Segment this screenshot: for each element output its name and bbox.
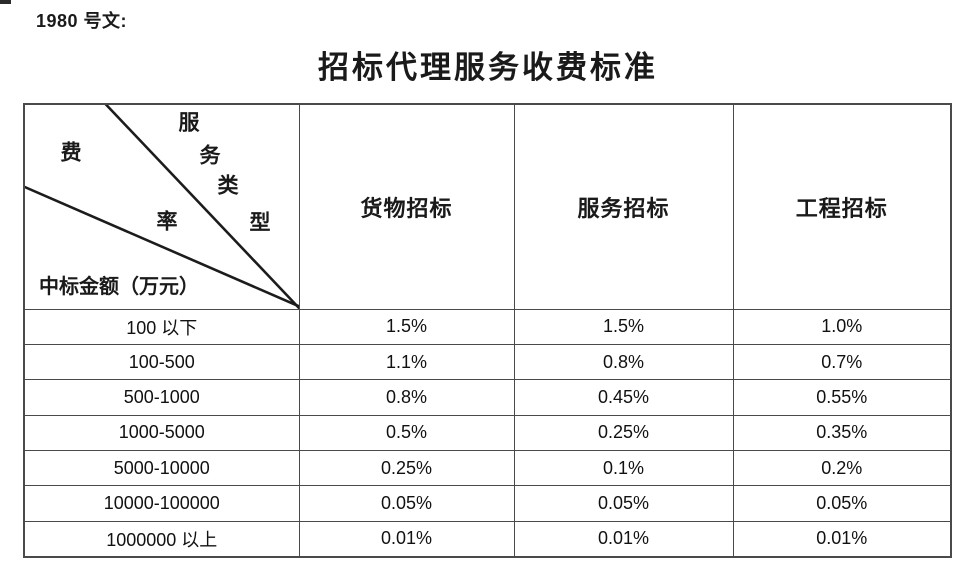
rate-cell: 1.5% — [298, 308, 515, 345]
row-axis-label: 中标金额（万元） — [39, 276, 199, 298]
table-row: 500-1000 0.8% 0.45% 0.55% — [23, 379, 952, 416]
corner-rate-char: 率 — [156, 209, 178, 234]
table-header-row: 费 率 服 务 类 型 中标金额（万元） 货物招标 服务招标 工程招标 — [23, 103, 952, 310]
rate-cell: 0.5% — [298, 414, 515, 452]
table-row: 5000-10000 0.25% 0.1% 0.2% — [23, 450, 952, 487]
amount-range-cell: 1000-5000 — [23, 414, 300, 452]
corner-fee-char: 费 — [60, 140, 82, 165]
amount-range-cell: 10000-100000 — [23, 485, 300, 522]
rate-cell: 0.25% — [298, 450, 515, 487]
table-row: 100-500 1.1% 0.8% 0.7% — [23, 343, 952, 381]
fee-table-body: 100 以下 1.5% 1.5% 1.0% 100-500 1.1% 0.8% 0.7% 500… — [23, 308, 952, 558]
rate-cell: 0.8% — [298, 379, 515, 416]
corner-service-type-char: 务 — [199, 143, 221, 168]
corner-service-type-char: 服 — [178, 110, 200, 135]
rate-cell: 0.05% — [298, 485, 515, 522]
rate-cell: 0.8% — [513, 343, 734, 381]
rate-cell: 0.2% — [732, 450, 952, 487]
rate-cell: 0.25% — [513, 414, 734, 452]
doc-reference: 1980 号文: — [36, 11, 128, 31]
corner-header-cell: 费 率 服 务 类 型 中标金额（万元） — [23, 103, 300, 310]
amount-range-cell: 500-1000 — [23, 379, 300, 416]
table-row: 100 以下 1.5% 1.5% 1.0% — [23, 308, 952, 345]
column-header-service: 服务招标 — [513, 103, 734, 310]
rate-cell: 1.0% — [732, 308, 952, 345]
rate-cell: 0.01% — [298, 520, 515, 558]
rate-cell: 0.01% — [513, 520, 734, 558]
scan-artifact — [0, 0, 11, 4]
table-row: 1000-5000 0.5% 0.25% 0.35% — [23, 414, 952, 452]
table-row: 1000000 以上 0.01% 0.01% 0.01% — [23, 520, 952, 558]
page-title: 招标代理服务收费标准 — [318, 50, 658, 85]
amount-range-cell: 100-500 — [23, 343, 300, 381]
amount-range-cell: 5000-10000 — [23, 450, 300, 487]
table-row: 10000-100000 0.05% 0.05% 0.05% — [23, 485, 952, 522]
rate-cell: 0.1% — [513, 450, 734, 487]
rate-cell: 0.05% — [732, 485, 952, 522]
rate-cell: 0.35% — [732, 414, 952, 452]
rate-cell: 0.7% — [732, 343, 952, 381]
amount-range-cell: 1000000 以上 — [23, 520, 300, 558]
column-header-goods: 货物招标 — [298, 103, 515, 310]
rate-cell: 0.45% — [513, 379, 734, 416]
rate-cell: 0.05% — [513, 485, 734, 522]
rate-cell: 1.5% — [513, 308, 734, 345]
rate-cell: 0.55% — [732, 379, 952, 416]
amount-range-cell: 100 以下 — [23, 308, 300, 345]
rate-cell: 0.01% — [732, 520, 952, 558]
corner-service-type-char: 型 — [249, 210, 271, 235]
rate-cell: 1.1% — [298, 343, 515, 381]
fee-standard-table: 费 率 服 务 类 型 中标金额（万元） 货物招标 服务招标 工程招标 100 … — [23, 103, 952, 558]
diagonal-divider-lines — [25, 105, 299, 309]
column-header-engineering: 工程招标 — [732, 103, 952, 310]
corner-service-type-char: 类 — [217, 173, 239, 198]
